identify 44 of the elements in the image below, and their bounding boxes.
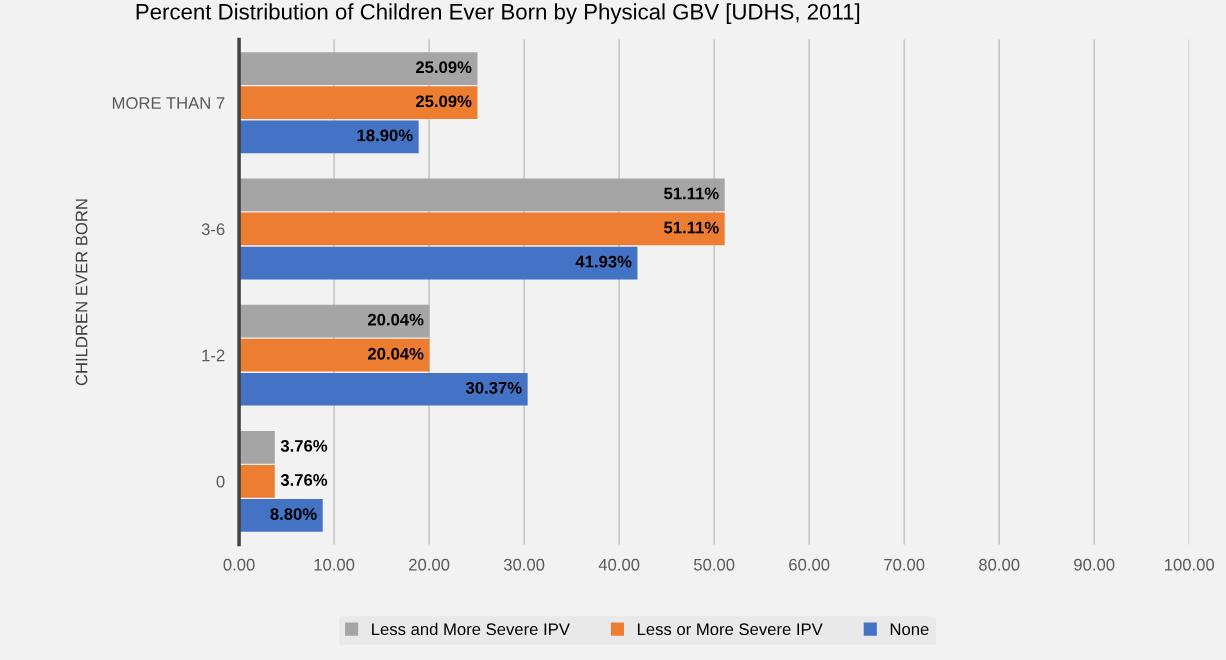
x-tick-label: 60.00 <box>789 558 830 571</box>
x-tick-label: 0.00 <box>223 558 255 571</box>
bar <box>239 430 275 464</box>
y-tick-label: 1-2 <box>202 349 225 362</box>
data-label: 3.76% <box>280 474 328 486</box>
bar <box>239 304 430 338</box>
x-tick-label: 70.00 <box>884 558 925 571</box>
x-tick-label: 90.00 <box>1074 558 1115 571</box>
data-label: 25.09% <box>415 95 472 108</box>
bar <box>239 499 323 532</box>
bar <box>239 86 478 120</box>
bar <box>239 212 725 246</box>
y-tick-label: MORE THAN 7 <box>112 97 225 109</box>
data-label: 41.93% <box>575 255 632 268</box>
data-label: 3.76% <box>280 439 328 452</box>
data-label: 25.09% <box>415 61 472 74</box>
bar <box>239 178 725 212</box>
data-label: 8.80% <box>270 508 317 520</box>
x-tick-label: 100.00 <box>1165 558 1215 571</box>
x-tick-label: 30.00 <box>503 558 545 571</box>
data-label: 20.04% <box>367 347 424 360</box>
data-label: 18.90% <box>357 129 413 142</box>
y-tick-label: 3-6 <box>201 223 225 236</box>
bar <box>239 52 478 85</box>
x-tick-label: 10.00 <box>314 558 355 571</box>
x-tick-label: 40.00 <box>598 558 640 571</box>
bar <box>239 372 528 406</box>
data-label: 51.11% <box>664 221 719 234</box>
legend-label: Less or More Severe IPV <box>637 623 823 636</box>
data-label: 51.11% <box>664 187 719 200</box>
bar <box>239 246 638 280</box>
bar <box>239 338 430 372</box>
legend-label: None <box>890 623 929 636</box>
legend-label: Less and More Severe IPV <box>372 622 570 636</box>
data-label: 20.04% <box>367 313 424 326</box>
x-tick-label: 20.00 <box>409 558 450 571</box>
chart-title: Percent Distribution of Children Ever Born by Physical GBV [UDHS, 2011] <box>136 3 860 25</box>
x-tick-label: 50.00 <box>693 558 735 571</box>
x-tick-label: 80.00 <box>979 558 1020 571</box>
data-label: 30.37% <box>465 381 522 394</box>
bar <box>239 120 419 154</box>
y-axis-title: CHILDREN EVER BORN <box>75 199 88 386</box>
y-tick-label: 0 <box>216 475 225 488</box>
bar <box>239 465 275 498</box>
